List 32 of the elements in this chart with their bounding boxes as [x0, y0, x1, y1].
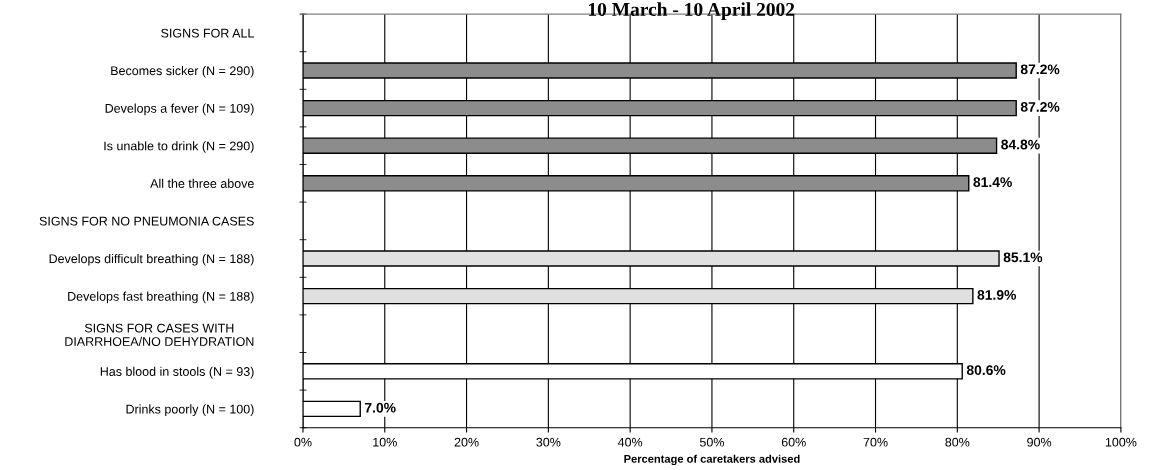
x-tick-label: 90%	[1027, 437, 1052, 447]
x-tick-label: 0%	[294, 437, 312, 447]
data-label: 87.2%	[1020, 101, 1060, 112]
y-tick-label: SIGNS FOR NO PNEUMONIA CASES	[39, 216, 254, 226]
x-tick-label: 30%	[536, 437, 561, 447]
y-tick-label: Has blood in stools (N = 93)	[100, 366, 254, 379]
data-label: 81.4%	[973, 177, 1012, 188]
y-tick-label: Develops a fever (N = 109)	[105, 103, 254, 116]
x-tick-label: 70%	[863, 437, 888, 447]
x-tick-label: 100%	[1105, 437, 1137, 447]
y-tick-label: Is unable to drink (N = 290)	[104, 141, 254, 153]
x-tick-label: 20%	[454, 437, 479, 447]
data-label: 85.1%	[1003, 252, 1043, 263]
data-label: 80.6%	[966, 365, 1006, 376]
x-tick-label: 60%	[781, 437, 806, 447]
x-tick-label: 10%	[373, 437, 397, 447]
x-axis-title: Percentage of caretakers advised	[624, 454, 800, 466]
y-tick-label: Develops fast breathing (N = 188)	[68, 291, 254, 304]
data-label: 87.2%	[1020, 64, 1060, 75]
x-tick-label: 80%	[945, 437, 970, 447]
y-tick-label: Becomes sicker (N = 290)	[111, 65, 254, 78]
y-tick-label: Drinks poorly (N = 100)	[126, 404, 254, 417]
y-tick-label: All the three above	[150, 178, 254, 188]
chart-title: 10 March - 10 April 2002	[588, 2, 795, 20]
y-tick-label: Develops difficult breathing (N = 188)	[49, 253, 254, 266]
y-tick-label: SIGNS FOR ALL	[161, 28, 254, 38]
x-tick-label: 50%	[699, 437, 724, 447]
data-label: 84.8%	[1001, 139, 1040, 150]
data-label: 81.9%	[977, 289, 1017, 300]
x-tick-label: 40%	[617, 437, 643, 447]
data-label: 7.0%	[364, 402, 396, 413]
y-tick-label: SIGNS FOR CASES WITH DIARRHOEA/NO DEHYDRATION	[65, 323, 254, 346]
